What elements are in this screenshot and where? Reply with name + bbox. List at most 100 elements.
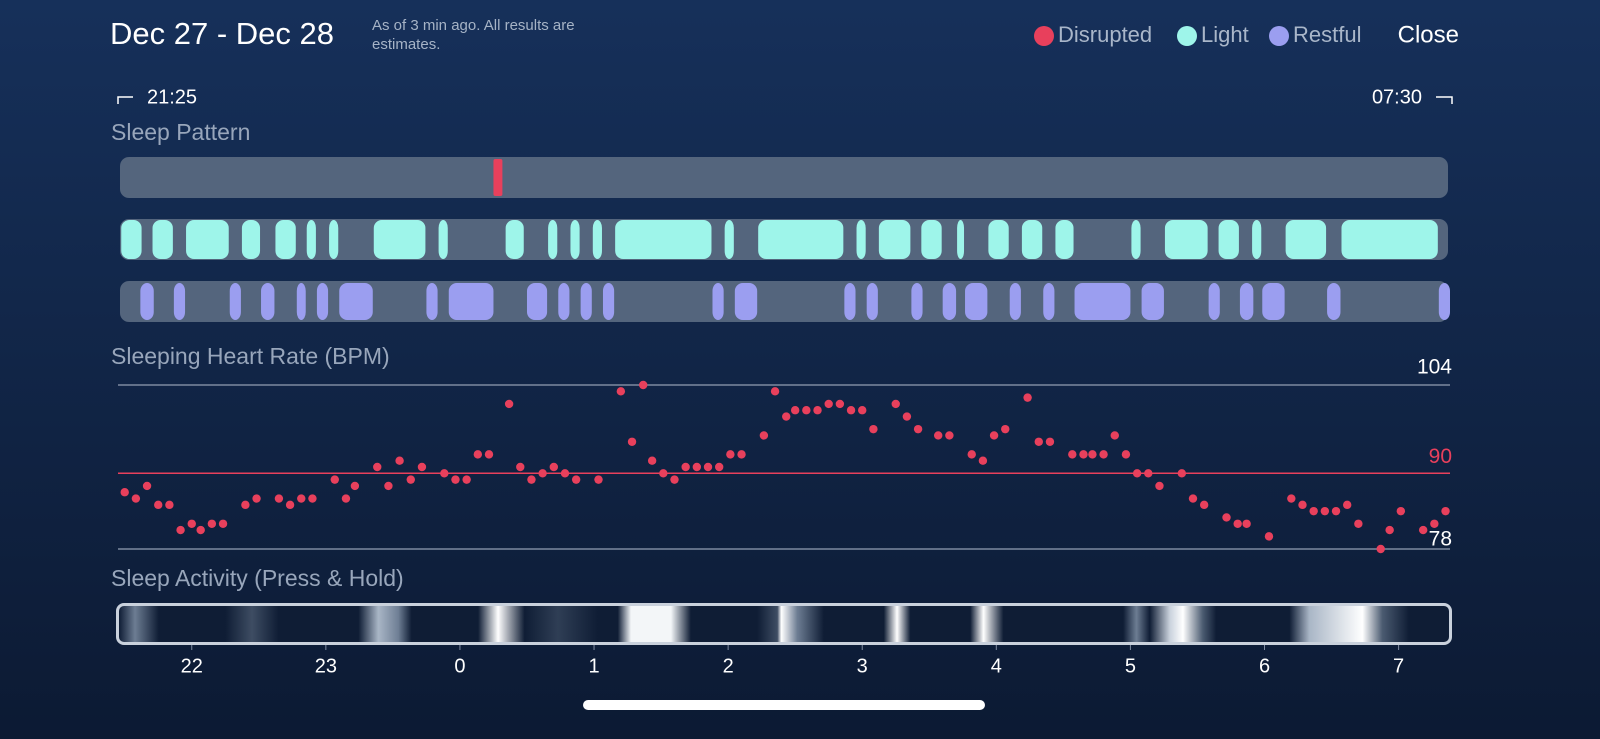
sleep-segment	[121, 220, 142, 259]
sleep-segment	[1239, 283, 1254, 320]
x-tick-label: 6	[1259, 655, 1270, 677]
heart-rate-point	[782, 412, 791, 421]
section-title: Sleep Pattern	[111, 119, 250, 145]
heart-rate-point	[504, 399, 514, 409]
sleep-segment	[275, 220, 296, 259]
heart-rate-point	[1088, 450, 1097, 459]
heart-rate-point	[154, 500, 163, 510]
sleep-segment	[1285, 220, 1327, 259]
sleep-segment	[140, 283, 154, 320]
sleep-segment	[1009, 283, 1021, 320]
heart-rate-point	[1320, 506, 1330, 516]
sleep-segment	[229, 283, 241, 320]
x-tick-label: 5	[1125, 655, 1136, 677]
heart-rate-point	[891, 399, 900, 409]
heart-rate-point	[1342, 500, 1352, 510]
sleep-segment	[241, 220, 261, 259]
date-range-title: Dec 27 - Dec 28	[110, 16, 334, 51]
heart-rate-point	[759, 431, 769, 440]
heart-rate-point	[1264, 532, 1274, 541]
sleep-segment	[1131, 220, 1141, 259]
y-tick-label: 104	[1417, 356, 1452, 379]
start-time: 21:25	[147, 86, 197, 108]
heart-rate-point	[967, 450, 976, 459]
sleep-segment	[1341, 220, 1438, 259]
heart-rate-point	[1132, 469, 1142, 478]
end-time: 07:30	[1372, 86, 1422, 108]
heart-rate-point	[835, 399, 845, 409]
heart-rate-point	[945, 431, 954, 440]
heart-rate-point	[252, 494, 261, 503]
sleep-segment	[921, 220, 942, 259]
x-tick-label: 0	[454, 655, 465, 677]
heart-rate-point	[913, 424, 923, 434]
sleep-segment	[261, 283, 275, 320]
heart-rate-point	[1001, 424, 1010, 434]
heart-rate-point	[670, 475, 679, 484]
heart-rate-point	[594, 475, 603, 484]
heart-rate-point	[373, 462, 382, 472]
heart-rate-point	[1068, 450, 1077, 459]
row-track	[120, 157, 1448, 198]
heart-rate-point	[1441, 506, 1450, 516]
sleep-segment	[505, 220, 524, 259]
heart-rate-point	[120, 488, 129, 497]
sleep-segment	[438, 220, 448, 259]
close-button[interactable]: Close	[1398, 21, 1459, 48]
sleep-segment	[988, 220, 1009, 259]
legend-label: Disrupted	[1058, 22, 1152, 47]
heart-rate-point	[1331, 506, 1341, 516]
heart-rate-point	[627, 437, 637, 446]
heart-rate-point	[274, 494, 284, 503]
sleep-segment	[856, 220, 866, 259]
sleep-segment	[339, 283, 373, 320]
heart-rate-point	[1298, 500, 1307, 510]
x-tick-label: 22	[181, 655, 203, 677]
heart-rate-point	[1034, 437, 1043, 446]
sleep-segment	[911, 283, 923, 320]
sleep-segment	[1043, 283, 1055, 320]
heart-rate-point	[802, 406, 811, 415]
sleep-segment	[526, 283, 548, 320]
heart-rate-point	[527, 475, 536, 484]
heart-rate-point	[1155, 481, 1164, 491]
heart-rate-point	[770, 387, 780, 396]
x-tick-label: 1	[588, 655, 599, 677]
sleep-segment	[426, 283, 438, 320]
heart-rate-point	[989, 431, 999, 440]
sleep-segment	[1055, 220, 1074, 259]
heart-rate-point	[703, 462, 713, 472]
sleep-segment	[878, 220, 911, 259]
heart-rate-point	[869, 424, 878, 434]
sleep-segment	[173, 283, 186, 320]
sleep-segment	[965, 283, 988, 320]
sleep-segment	[493, 159, 503, 196]
x-tick-label: 7	[1393, 655, 1404, 677]
sleep-segment	[1327, 283, 1341, 320]
heart-rate-point	[714, 462, 724, 472]
sleep-segment	[306, 220, 316, 259]
heart-rate-point	[1430, 519, 1439, 528]
heart-rate-point	[934, 431, 943, 440]
heart-rate-point	[616, 387, 626, 396]
home-indicator[interactable]	[583, 700, 985, 710]
heart-rate-point	[790, 406, 800, 415]
x-tick-label: 4	[991, 655, 1002, 677]
heart-rate-point	[187, 519, 196, 528]
heart-rate-point	[1287, 494, 1296, 503]
heart-rate-point	[813, 406, 822, 415]
heart-rate-point	[858, 406, 867, 415]
heart-rate-point	[1199, 500, 1209, 510]
sleep-segment	[570, 220, 580, 259]
heart-rate-point	[131, 494, 141, 503]
heart-rate-point	[1045, 437, 1055, 446]
heart-rate-point	[341, 494, 351, 503]
sleep-segment	[1074, 283, 1131, 320]
sleep-segment	[1218, 220, 1239, 259]
heart-rate-point	[417, 462, 427, 472]
heart-rate-point	[824, 399, 833, 409]
sleep-activity-strip[interactable]	[116, 603, 1452, 645]
sleep-segment	[1021, 220, 1043, 259]
sleep-segment	[866, 283, 878, 320]
